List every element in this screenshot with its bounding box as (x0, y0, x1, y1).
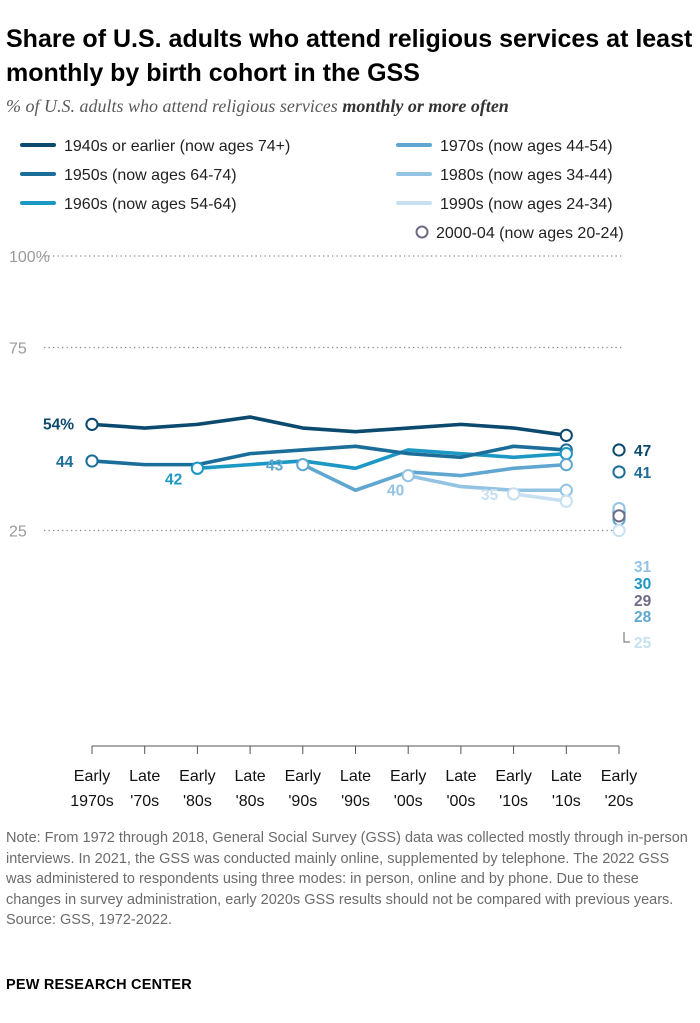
series-line (406, 473, 569, 493)
x-tick-label: Late (445, 768, 476, 785)
label-leader (623, 632, 630, 643)
y-tick-label: 100% (9, 249, 50, 266)
x-tick-label: 1970s (70, 793, 114, 810)
x-tick-label: '90s (288, 793, 317, 810)
subtitle-emphasis: monthly or more often (342, 96, 509, 116)
data-label: 35 (481, 487, 499, 504)
x-tick-label: Early (601, 768, 637, 785)
legend-item: 1960s (now ages 54-64) (64, 196, 237, 213)
data-point-2020s (612, 509, 626, 523)
legend-item: 2000-04 (now ages 20-24) (436, 225, 624, 242)
x-tick-label: Late (129, 768, 160, 785)
x-tick-label: '80s (236, 793, 265, 810)
x-tick-label: Late (340, 768, 371, 785)
x-tick-label: '70s (130, 793, 159, 810)
brand-logo-text: PEW RESEARCH CENTER (6, 977, 192, 993)
data-point (85, 454, 99, 468)
data-label: 30 (634, 576, 651, 593)
x-tick-label: Late (551, 768, 582, 785)
chart-title: Share of U.S. adults who attend religiou… (6, 25, 693, 87)
x-tick-label: '90s (341, 793, 370, 810)
legend-item: 1950s (now ages 64-74) (64, 167, 237, 184)
x-tick-label: '00s (394, 793, 423, 810)
source-text: Source: GSS, 1972-2022. (6, 912, 173, 928)
data-label: 31 (634, 559, 652, 576)
data-label: 29 (634, 593, 652, 610)
subtitle-prefix: % of U.S. adults who attend religious se… (6, 96, 338, 116)
data-point (559, 483, 573, 497)
data-label: 41 (634, 465, 652, 482)
note-text: Note: From 1972 through 2018, General So… (6, 830, 688, 908)
x-tick-label: '00s (446, 793, 475, 810)
series-line (511, 492, 569, 504)
x-tick-label: '80s (183, 793, 212, 810)
data-label: 40 (387, 483, 404, 500)
y-tick-label: 75 (9, 341, 27, 358)
data-label: 28 (634, 609, 652, 626)
data-point (85, 417, 99, 431)
data-point (190, 461, 204, 475)
series-line (300, 462, 569, 493)
legend-item: 1980s (now ages 34-44) (440, 167, 613, 184)
data-point (296, 458, 310, 472)
series-line (195, 448, 569, 471)
data-point-2020s (612, 465, 626, 479)
series-line (90, 415, 569, 438)
x-tick-label: Early (285, 768, 321, 785)
x-tick-label: '20s (605, 793, 634, 810)
data-label: 47 (634, 443, 651, 460)
data-label: 43 (266, 458, 284, 475)
legend-item: 1940s or earlier (now ages 74+) (64, 138, 290, 155)
x-tick-label: Early (495, 768, 531, 785)
legend-item: 1970s (now ages 44-54) (440, 138, 613, 155)
data-point (559, 458, 573, 472)
x-tick-label: Early (74, 768, 110, 785)
x-tick-label: Early (390, 768, 426, 785)
x-tick-label: Late (235, 768, 266, 785)
data-point (506, 487, 521, 501)
data-point (401, 469, 415, 483)
data-point-2020s (612, 523, 626, 538)
y-tick-label: 25 (9, 524, 27, 541)
data-label: 25 (634, 635, 652, 652)
series-line (90, 444, 569, 467)
data-point (559, 428, 573, 442)
data-point (559, 447, 573, 461)
data-label: 44 (56, 454, 74, 471)
chart-note: Note: From 1972 through 2018, General So… (6, 828, 696, 931)
chart-subtitle: % of U.S. adults who attend religious se… (6, 96, 509, 117)
data-point-2020s (612, 443, 626, 457)
x-tick-label: '10s (499, 793, 528, 810)
legend-swatch (415, 225, 429, 239)
x-tick-label: Early (179, 768, 215, 785)
x-tick-label: '10s (552, 793, 581, 810)
data-label: 42 (165, 471, 182, 488)
line-chart: 1940s or earlier (now ages 74+) 1950s (no… (9, 138, 652, 810)
data-point (559, 494, 573, 508)
legend-item: 1990s (now ages 24-34) (440, 196, 613, 213)
data-label: 54% (43, 416, 74, 433)
